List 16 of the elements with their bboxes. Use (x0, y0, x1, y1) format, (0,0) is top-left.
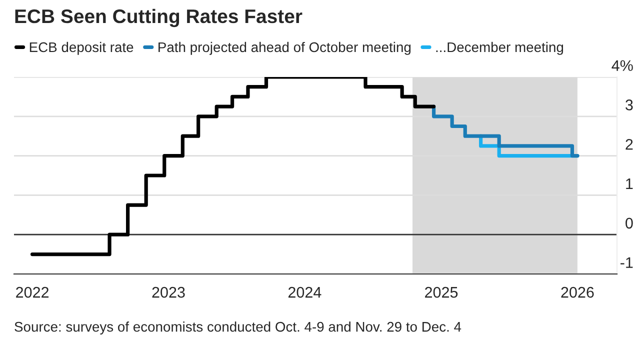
x-tick-label: 2022 (16, 286, 49, 298)
legend-label: ...December meeting (436, 42, 564, 55)
x-tick-label: 2025 (425, 286, 458, 298)
y-tick-label: -1 (620, 257, 633, 268)
y-tick-label: 4% (612, 60, 633, 71)
chart-title: ECB Seen Cutting Rates Faster (15, 8, 302, 28)
x-tick-label: 2026 (561, 286, 594, 298)
x-tick-label: 2024 (288, 286, 322, 298)
y-tick-label: 2 (626, 138, 633, 150)
y-tick-label: 0 (626, 218, 633, 229)
legend-label: ECB deposit rate (30, 42, 134, 55)
y-tick-label: 1 (626, 178, 633, 190)
y-tick-label: 3 (626, 100, 633, 110)
x-tick-label: 2023 (152, 286, 185, 298)
legend-label: Path projected ahead of October meeting (158, 42, 411, 55)
source-note: Source: surveys of economists conducted Oct. 4-9 and Nov. 29 to Dec. 4 (14, 322, 462, 334)
